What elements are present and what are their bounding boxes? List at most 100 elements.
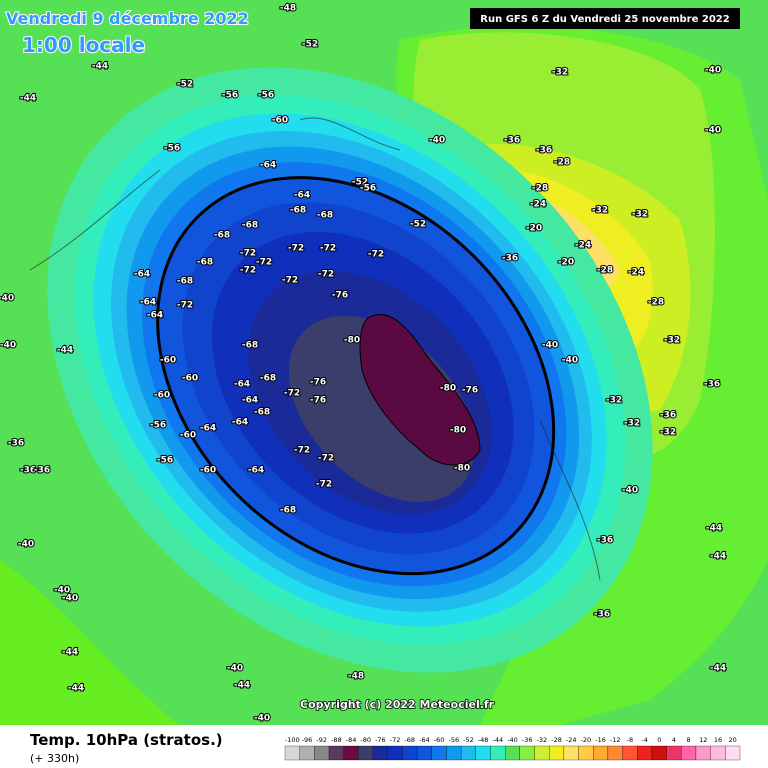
forecast-date: Vendredi 9 décembre 2022: [6, 9, 249, 28]
contour-label: -68: [242, 341, 258, 351]
contour-label: -52: [352, 178, 368, 188]
colorbar-swatch: [387, 745, 403, 761]
contour-label: -44: [57, 346, 73, 356]
contour-label: -52: [410, 220, 426, 230]
contour-label: -80: [344, 336, 360, 346]
contour-label: -28: [648, 298, 664, 308]
contour-label: -68: [197, 258, 213, 268]
colorbar-swatch: [651, 745, 667, 761]
colorbar-label: 4: [672, 736, 676, 744]
contour-label: -36: [8, 439, 24, 449]
run-info: Run GFS 6 Z du Vendredi 25 novembre 2022: [480, 14, 729, 25]
contour-label: -60: [200, 466, 216, 476]
colorbar-swatch: [519, 745, 535, 761]
colorbar-swatch: [431, 745, 447, 761]
colorbar-label: -28: [551, 736, 562, 744]
contour-label: -36: [20, 466, 36, 476]
colorbar-label: -4: [641, 736, 647, 744]
contour-label: -64: [294, 191, 310, 201]
colorbar-swatch: [563, 745, 579, 761]
contour-label: -64: [242, 396, 258, 406]
contour-label: -44: [706, 524, 722, 534]
colorbar-swatch: [343, 745, 359, 761]
contour-label: -28: [554, 158, 570, 168]
contour-label: -76: [310, 396, 326, 406]
colorbar-label: -68: [404, 736, 415, 744]
contour-label: -20: [558, 258, 574, 268]
contour-label: -60: [272, 116, 288, 126]
colorbar-swatch: [607, 745, 623, 761]
contour-label: -44: [68, 684, 84, 694]
contour-label: -40: [227, 664, 243, 674]
contour-label: -40: [0, 294, 14, 304]
contour-label: -56: [150, 421, 166, 431]
contour-label: -72: [294, 446, 310, 456]
contour-label: -32: [664, 336, 680, 346]
colorbar-label: -40: [507, 736, 518, 744]
contour-label: -76: [462, 386, 478, 396]
colorbar-label: -64: [419, 736, 430, 744]
colorbar-label: -52: [463, 736, 474, 744]
contour-label: -56: [360, 184, 376, 194]
colorbar-swatch: [446, 745, 462, 761]
colorbar-label: -100: [285, 736, 300, 744]
contour-label: -40: [62, 594, 78, 604]
contour-label: -40: [18, 540, 34, 550]
contour-label: -72: [318, 454, 334, 464]
contour-label: -36: [34, 466, 50, 476]
contour-label: -80: [450, 426, 466, 436]
colorbar-swatch: [593, 745, 609, 761]
contour-label: -44: [20, 94, 36, 104]
colorbar-swatch: [314, 745, 330, 761]
contour-label: -44: [710, 552, 726, 562]
contour-label: -72: [368, 250, 384, 260]
colorbar-label: -20: [581, 736, 592, 744]
contour-label: -60: [182, 374, 198, 384]
contour-label: -72: [318, 270, 334, 280]
contour-label: -64: [234, 380, 250, 390]
colorbar-label: -56: [448, 736, 459, 744]
contour-label: -72: [240, 266, 256, 276]
contour-label: -40: [705, 66, 721, 76]
colorbar-swatch: [695, 745, 711, 761]
colorbar-label: -8: [627, 736, 633, 744]
contour-label: -40: [622, 486, 638, 496]
contour-label: -32: [624, 419, 640, 429]
contour-label: -68: [177, 277, 193, 287]
contour-label: -36: [502, 254, 518, 264]
colorbar-label: -84: [346, 736, 357, 744]
contour-label: -56: [157, 456, 173, 466]
contour-label: -20: [526, 224, 542, 234]
contour-label: -60: [180, 431, 196, 441]
colorbar-swatch: [534, 745, 550, 761]
colorbar-label: -60: [434, 736, 445, 744]
contour-label: -56: [222, 91, 238, 101]
colorbar-swatch: [710, 745, 726, 761]
contour-label: -36: [660, 411, 676, 421]
contour-label: -36: [504, 136, 520, 146]
colorbar-label: 8: [687, 736, 691, 744]
colorbar-label: -48: [478, 736, 489, 744]
colorbar-label: -88: [331, 736, 342, 744]
run-box: [470, 8, 740, 29]
contour-label: -40: [705, 126, 721, 136]
colorbar-swatch: [490, 745, 506, 761]
contour-label: -28: [597, 266, 613, 276]
contour-label: -44: [234, 681, 250, 691]
contour-label: -48: [348, 672, 364, 682]
contour-label: -36: [704, 380, 720, 390]
contour-label: -32: [552, 68, 568, 78]
colorbar-label: -92: [316, 736, 327, 744]
contour-label: -68: [317, 211, 333, 221]
colorbar-swatch: [299, 745, 315, 761]
contour-label: -60: [160, 356, 176, 366]
contour-label: -68: [290, 206, 306, 216]
colorbar-label: 20: [729, 736, 737, 744]
contour-label: -36: [536, 146, 552, 156]
contour-label: -72: [256, 258, 272, 268]
contour-label: -64: [147, 311, 163, 321]
contour-label: -24: [575, 241, 591, 251]
colorbar-swatch: [475, 745, 491, 761]
forecast-time: 1:00 locale: [22, 33, 145, 57]
